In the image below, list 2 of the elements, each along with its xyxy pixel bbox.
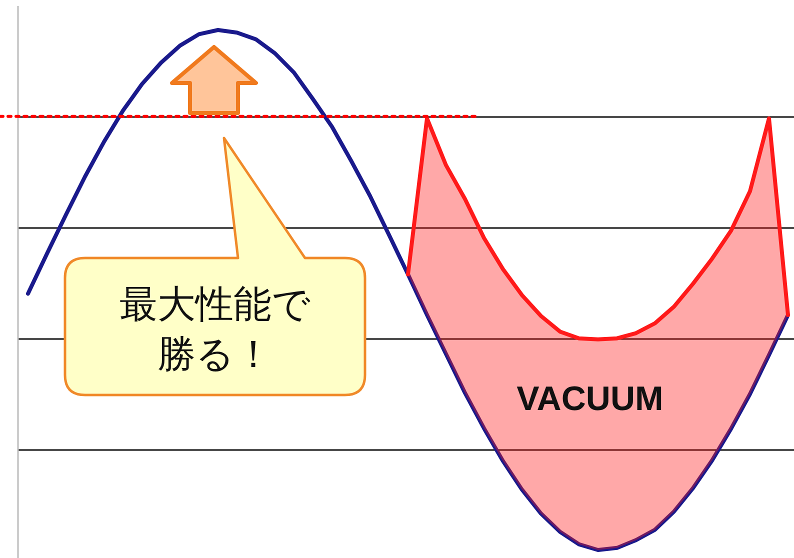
annotation: VACUUM bbox=[516, 380, 664, 418]
annotation: 最大性能で勝る！ bbox=[120, 284, 310, 376]
